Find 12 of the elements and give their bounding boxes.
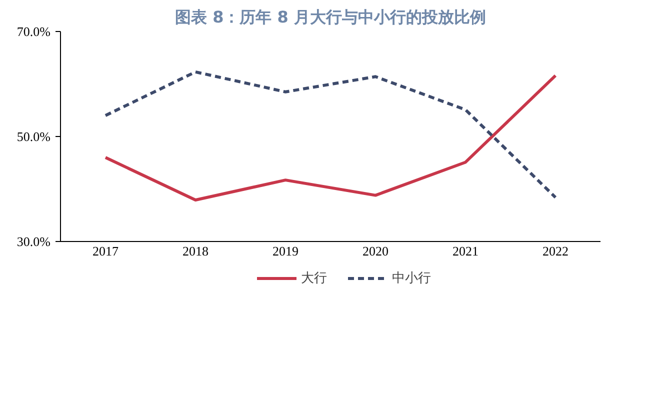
y-tick-label: 30.0% — [16, 234, 51, 249]
x-tick-label: 2017 — [92, 244, 119, 258]
y-tick-label: 50.0% — [16, 129, 51, 144]
x-tick-label: 2019 — [272, 244, 298, 258]
x-tick-label: 2022 — [542, 244, 568, 258]
legend-label: 大行 — [301, 270, 327, 287]
chart-title: 图表 8：历年 8 月大行与中小行的投放比例 — [175, 8, 486, 26]
x-tick-label: 2018 — [182, 244, 208, 258]
x-tick-label: 2020 — [362, 244, 388, 258]
x-tick-label: 2021 — [452, 244, 478, 258]
legend-label: 中小行 — [392, 270, 431, 287]
y-tick-label: 70.0% — [16, 24, 51, 39]
